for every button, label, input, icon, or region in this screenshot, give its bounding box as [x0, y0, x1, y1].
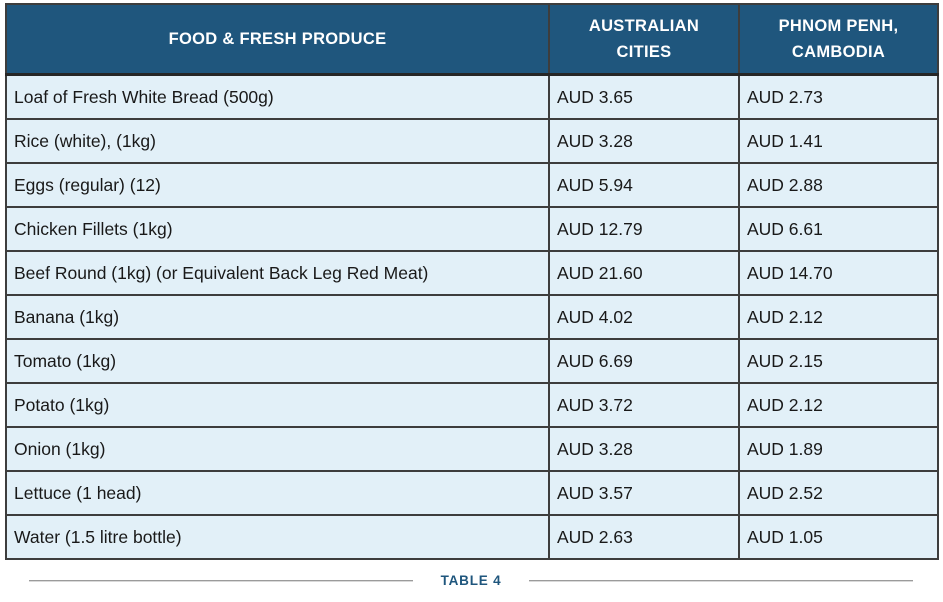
- phnom-penh-price-cell: AUD 14.70: [738, 250, 939, 296]
- phnom-penh-price-cell: AUD 6.61: [738, 206, 939, 252]
- australian-cities-price-cell: AUD 3.72: [548, 382, 740, 428]
- australian-cities-price-cell: AUD 3.65: [548, 73, 740, 120]
- table-row: Water (1.5 litre bottle) AUD 2.63 AUD 1.…: [5, 514, 939, 560]
- item-cell: Onion (1kg): [5, 426, 550, 472]
- phnom-penh-price-cell: AUD 1.41: [738, 118, 939, 164]
- table-header: FOOD & FRESH PRODUCE AUSTRALIAN CITIES P…: [5, 3, 939, 76]
- table-row: Loaf of Fresh White Bread (500g) AUD 3.6…: [5, 73, 939, 120]
- food-price-table: FOOD & FRESH PRODUCE AUSTRALIAN CITIES P…: [5, 3, 939, 560]
- item-cell: Lettuce (1 head): [5, 470, 550, 516]
- item-cell: Tomato (1kg): [5, 338, 550, 384]
- item-cell: Chicken Fillets (1kg): [5, 206, 550, 252]
- item-cell: Rice (white), (1kg): [5, 118, 550, 164]
- phnom-penh-price-cell: AUD 2.12: [738, 382, 939, 428]
- column-header-food-fresh-produce: FOOD & FRESH PRODUCE: [5, 3, 550, 76]
- australian-cities-price-cell: AUD 3.28: [548, 426, 740, 472]
- table-row: Lettuce (1 head) AUD 3.57 AUD 2.52: [5, 470, 939, 516]
- australian-cities-price-cell: AUD 2.63: [548, 514, 740, 560]
- australian-cities-price-cell: AUD 12.79: [548, 206, 740, 252]
- column-header-australian-cities: AUSTRALIAN CITIES: [548, 3, 740, 76]
- australian-cities-price-cell: AUD 21.60: [548, 250, 740, 296]
- phnom-penh-price-cell: AUD 1.05: [738, 514, 939, 560]
- item-cell: Beef Round (1kg) (or Equivalent Back Leg…: [5, 250, 550, 296]
- australian-cities-price-cell: AUD 4.02: [548, 294, 740, 340]
- column-header-phnom-penh-cambodia: PHNOM PENH, CAMBODIA: [738, 3, 939, 76]
- item-cell: Loaf of Fresh White Bread (500g): [5, 73, 550, 120]
- caption-rule-left: [29, 579, 413, 582]
- table-row: Eggs (regular) (12) AUD 5.94 AUD 2.88: [5, 162, 939, 208]
- caption-label: TABLE 4: [440, 573, 502, 588]
- item-cell: Water (1.5 litre bottle): [5, 514, 550, 560]
- header-row: FOOD & FRESH PRODUCE AUSTRALIAN CITIES P…: [5, 3, 939, 76]
- phnom-penh-price-cell: AUD 2.88: [738, 162, 939, 208]
- phnom-penh-price-cell: AUD 2.15: [738, 338, 939, 384]
- item-cell: Potato (1kg): [5, 382, 550, 428]
- table-row: Beef Round (1kg) (or Equivalent Back Leg…: [5, 250, 939, 296]
- phnom-penh-price-cell: AUD 1.89: [738, 426, 939, 472]
- table-row: Rice (white), (1kg) AUD 3.28 AUD 1.41: [5, 118, 939, 164]
- table-body: Loaf of Fresh White Bread (500g) AUD 3.6…: [5, 73, 939, 560]
- table-row: Potato (1kg) AUD 3.72 AUD 2.12: [5, 382, 939, 428]
- table-row: Onion (1kg) AUD 3.28 AUD 1.89: [5, 426, 939, 472]
- australian-cities-price-cell: AUD 6.69: [548, 338, 740, 384]
- table-row: Tomato (1kg) AUD 6.69 AUD 2.15: [5, 338, 939, 384]
- item-cell: Banana (1kg): [5, 294, 550, 340]
- phnom-penh-price-cell: AUD 2.52: [738, 470, 939, 516]
- australian-cities-price-cell: AUD 5.94: [548, 162, 740, 208]
- table-caption: TABLE 4: [29, 573, 914, 588]
- table-row: Banana (1kg) AUD 4.02 AUD 2.12: [5, 294, 939, 340]
- phnom-penh-price-cell: AUD 2.73: [738, 73, 939, 120]
- table-row: Chicken Fillets (1kg) AUD 12.79 AUD 6.61: [5, 206, 939, 252]
- item-cell: Eggs (regular) (12): [5, 162, 550, 208]
- phnom-penh-price-cell: AUD 2.12: [738, 294, 939, 340]
- australian-cities-price-cell: AUD 3.57: [548, 470, 740, 516]
- caption-rule-right: [529, 579, 914, 582]
- australian-cities-price-cell: AUD 3.28: [548, 118, 740, 164]
